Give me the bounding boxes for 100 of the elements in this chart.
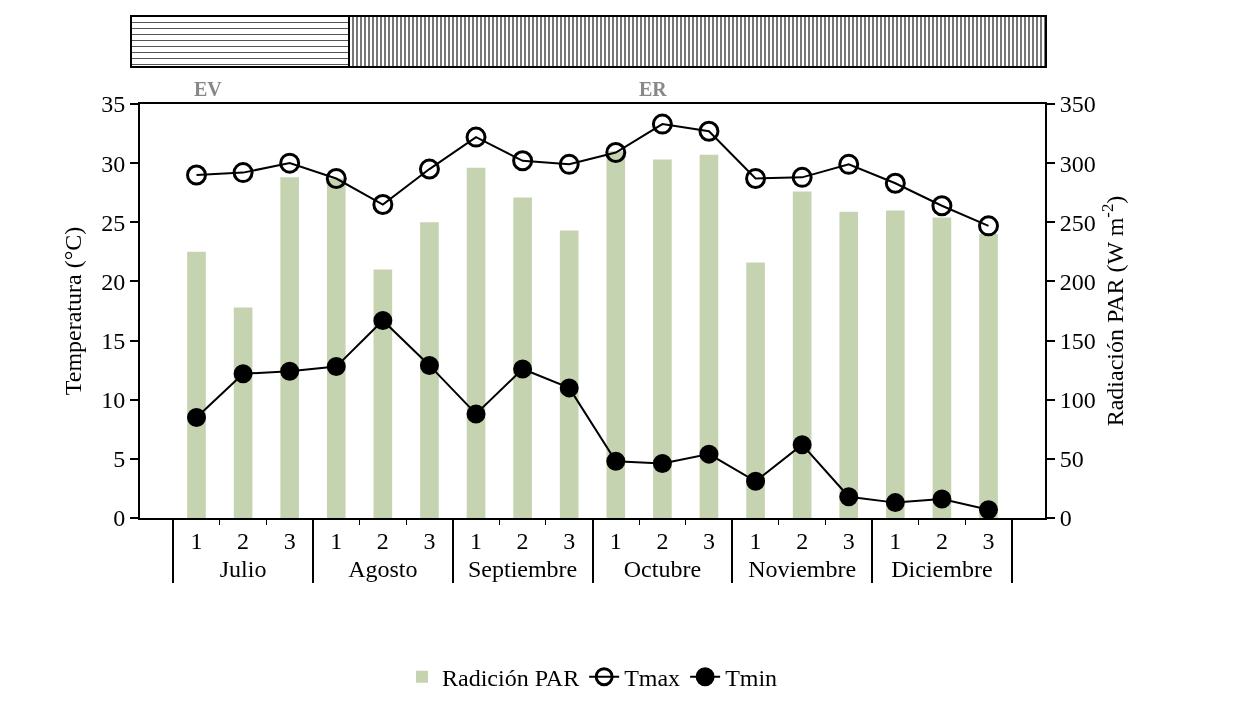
bar xyxy=(932,217,952,518)
point xyxy=(884,172,906,194)
point xyxy=(372,194,394,216)
text: ER xyxy=(639,78,667,101)
bar xyxy=(792,191,812,518)
point xyxy=(279,152,301,174)
point xyxy=(838,153,860,175)
bar xyxy=(979,234,998,518)
point xyxy=(792,435,812,455)
text: Noviembre xyxy=(748,555,857,582)
point xyxy=(978,215,999,237)
text: Julio xyxy=(219,555,267,582)
point xyxy=(699,444,719,464)
point xyxy=(280,361,300,381)
y-tick-label: 30 xyxy=(101,150,126,177)
y-tick-label: 5 xyxy=(113,446,126,473)
bar xyxy=(653,159,672,518)
point xyxy=(326,357,346,377)
legend-label: Tmax xyxy=(624,665,681,692)
text: EV xyxy=(194,78,222,101)
text: Octubre xyxy=(623,555,702,582)
x-tick-label: 3 xyxy=(702,527,715,554)
y2-tick-label: 150 xyxy=(1059,327,1096,354)
y-tick-label: 20 xyxy=(101,268,126,295)
point xyxy=(605,142,627,163)
point xyxy=(466,404,486,424)
y-tick-label: 25 xyxy=(101,209,126,236)
bar xyxy=(466,167,486,518)
x-tick-label: 2 xyxy=(796,527,809,554)
bar xyxy=(746,262,765,518)
bar xyxy=(513,197,532,518)
point xyxy=(325,168,347,190)
y-tick-label: 10 xyxy=(101,387,126,414)
y-tick-label: 15 xyxy=(101,327,126,354)
x-tick-label: 2 xyxy=(656,527,669,554)
y2-tick-label: 300 xyxy=(1059,150,1096,177)
point xyxy=(513,359,533,379)
point xyxy=(791,166,813,188)
x-tick-label: 3 xyxy=(842,527,855,554)
y2-tick-label: 0 xyxy=(1059,505,1072,532)
bar xyxy=(233,307,253,518)
point xyxy=(606,451,626,471)
point xyxy=(979,500,998,518)
x-tick-label: 1 xyxy=(330,527,343,554)
point xyxy=(746,471,766,491)
point xyxy=(698,120,720,142)
point xyxy=(931,195,953,217)
text: Septiembre xyxy=(467,555,578,582)
point xyxy=(558,153,580,175)
x-tick-label: 2 xyxy=(516,527,529,554)
x-tick-label: 2 xyxy=(237,527,250,554)
text: Diciembre xyxy=(891,555,993,582)
point xyxy=(418,158,440,180)
bar xyxy=(187,251,206,518)
point xyxy=(559,378,579,398)
x-tick-label: 1 xyxy=(749,527,762,554)
y2-tick-label: 50 xyxy=(1059,446,1084,473)
bar xyxy=(559,230,579,518)
x-tick-label: 2 xyxy=(376,527,389,554)
x-tick-label: 1 xyxy=(190,527,203,554)
point xyxy=(232,162,254,184)
point xyxy=(745,168,767,190)
x-tick-label: 1 xyxy=(889,527,902,554)
bar xyxy=(280,177,299,518)
x-tick-label: 3 xyxy=(982,527,995,554)
legend-label: Radición PAR xyxy=(442,665,580,692)
x-tick-label: 3 xyxy=(423,527,436,554)
y2-tick-label: 200 xyxy=(1059,268,1096,295)
bar xyxy=(606,151,626,518)
text: Agosto xyxy=(348,555,418,582)
y-axis-title: Temperatura (°C) xyxy=(60,226,86,396)
y-tick-label: 35 xyxy=(101,91,126,118)
x-tick-label: 1 xyxy=(609,527,622,554)
bar xyxy=(420,222,439,518)
y2-tick-label: 250 xyxy=(1059,209,1096,236)
point xyxy=(885,493,905,513)
point xyxy=(652,454,672,474)
bar xyxy=(886,210,905,518)
x-tick-label: 3 xyxy=(563,527,576,554)
bar xyxy=(373,269,393,518)
point xyxy=(465,126,487,148)
y-tick-label: 0 xyxy=(113,505,126,532)
point xyxy=(419,355,439,375)
y2-tick-label: 350 xyxy=(1059,91,1096,118)
point xyxy=(187,407,206,427)
point xyxy=(512,150,534,172)
point xyxy=(839,487,859,507)
point xyxy=(233,364,253,384)
bar xyxy=(326,178,346,518)
bar xyxy=(839,211,859,518)
x-tick-label: 2 xyxy=(935,527,948,554)
point xyxy=(651,113,673,135)
point xyxy=(373,310,393,330)
bar xyxy=(699,154,719,518)
legend-label: Tmin xyxy=(725,665,778,692)
point xyxy=(932,489,952,509)
point xyxy=(186,164,207,186)
y2-tick-label: 100 xyxy=(1059,387,1096,414)
x-tick-label: 3 xyxy=(283,527,296,554)
x-tick-label: 1 xyxy=(470,527,483,554)
